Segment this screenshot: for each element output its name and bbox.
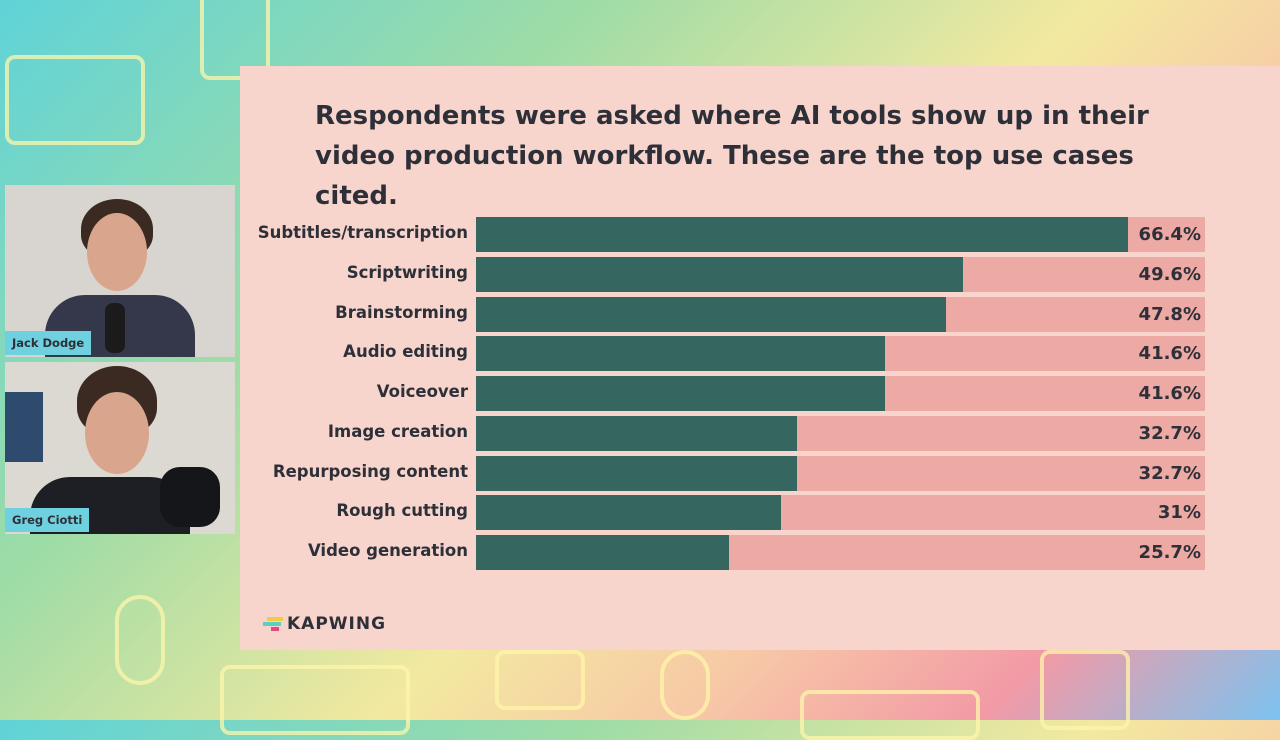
bar-track: 66.4% <box>476 217 1205 252</box>
value-label: 49.6% <box>1138 263 1201 285</box>
value-label: 41.6% <box>1138 343 1201 365</box>
bar <box>476 455 798 491</box>
bg-mic-icon <box>115 595 165 685</box>
bg-film-icon <box>800 690 980 740</box>
bar <box>476 296 946 332</box>
category-label: Audio editing <box>343 342 468 362</box>
bar <box>476 336 885 372</box>
kapwing-logo-icon <box>263 617 283 631</box>
bar-track: 32.7% <box>476 415 1205 451</box>
category-label: Video generation <box>307 541 468 560</box>
bg-film-icon <box>220 665 410 735</box>
category-label: Image creation <box>327 421 468 441</box>
chart-row: Audio editing 41.6% <box>240 336 1280 372</box>
value-label: 31% <box>1157 502 1201 524</box>
value-label: 32.7% <box>1138 422 1201 444</box>
chart-row: Rough cutting 31% <box>240 495 1280 531</box>
bar-track: 25.7% <box>476 535 1205 570</box>
chart-row: Brainstorming 47.8% <box>240 296 1280 332</box>
bar <box>476 415 798 451</box>
bar-track: 47.8% <box>476 296 1205 332</box>
video-feed-jack-dodge: Jack Dodge <box>5 185 235 357</box>
category-label: Rough cutting <box>336 501 468 521</box>
category-label: Scriptwriting <box>346 262 468 282</box>
bar <box>476 535 729 570</box>
value-label: 41.6% <box>1138 383 1201 404</box>
category-label: Subtitles/transcription <box>257 223 468 242</box>
bg-film-icon <box>5 55 145 145</box>
bg-phone-icon <box>495 650 585 710</box>
bg-mic-icon <box>660 650 710 720</box>
chart-row: Voiceover 41.6% <box>240 376 1280 411</box>
bar-track: 41.6% <box>476 376 1205 411</box>
participant-name-tag: Jack Dodge <box>5 331 92 355</box>
bar-track: 41.6% <box>476 336 1205 372</box>
category-label: Brainstorming <box>335 302 468 322</box>
kapwing-logo-text: KAPWING <box>287 614 387 634</box>
video-feed-greg-ciotti: Greg Ciotti <box>5 362 235 534</box>
category-label: Repurposing content <box>272 461 468 481</box>
value-label: 32.7% <box>1138 462 1201 484</box>
value-label: 66.4% <box>1138 224 1201 245</box>
kapwing-logo: KAPWING <box>263 614 386 634</box>
bar-track: 49.6% <box>476 256 1205 292</box>
bar-track: 32.7% <box>476 455 1205 491</box>
bar-track: 31% <box>476 495 1205 531</box>
chart-row: Video generation 25.7% <box>240 535 1280 570</box>
value-label: 47.8% <box>1138 303 1201 325</box>
category-label: Voiceover <box>376 382 468 401</box>
bar <box>476 217 1129 252</box>
participant-name-tag: Greg Ciotti <box>5 508 90 532</box>
chart-row: Repurposing content 32.7% <box>240 455 1280 491</box>
chart-panel: Respondents were asked where AI tools sh… <box>240 66 1280 650</box>
chart-row: Image creation 32.7% <box>240 415 1280 451</box>
value-label: 25.7% <box>1138 542 1201 563</box>
chart-row: Subtitles/transcription 66.4% <box>240 217 1280 252</box>
bg-film-icon <box>1040 650 1130 730</box>
chart-row: Scriptwriting 49.6% <box>240 256 1280 292</box>
bar <box>476 495 781 531</box>
bar <box>476 256 964 292</box>
chart-title: Respondents were asked where AI tools sh… <box>315 101 1149 211</box>
bg-phone-icon <box>200 0 270 80</box>
bar <box>476 376 885 411</box>
